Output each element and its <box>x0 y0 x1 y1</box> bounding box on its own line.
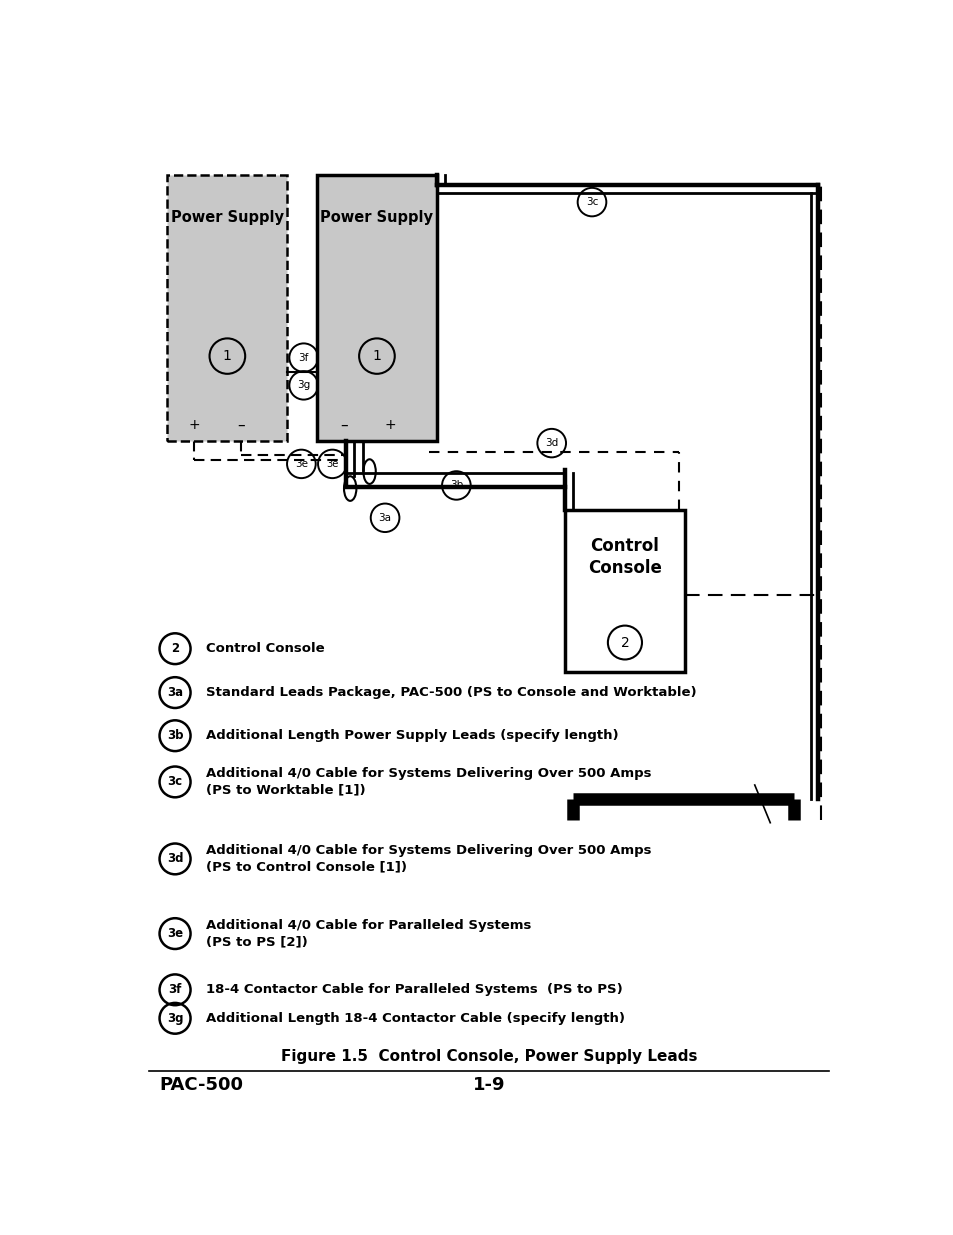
Text: 3c: 3c <box>585 198 598 207</box>
Text: Additional 4/0 Cable for Systems Delivering Over 500 Amps
(PS to Worktable [1]): Additional 4/0 Cable for Systems Deliver… <box>206 767 651 797</box>
Text: Standard Leads Package, PAC-500 (PS to Console and Worktable): Standard Leads Package, PAC-500 (PS to C… <box>206 687 696 699</box>
Text: 3e: 3e <box>167 927 183 940</box>
Text: 3e: 3e <box>326 459 338 469</box>
Text: 2: 2 <box>171 642 179 656</box>
Bar <box>167 175 287 441</box>
Text: Additional 4/0 Cable for Paralleled Systems
(PS to PS [2]): Additional 4/0 Cable for Paralleled Syst… <box>206 919 531 948</box>
Text: Additional Length Power Supply Leads (specify length): Additional Length Power Supply Leads (sp… <box>206 729 618 742</box>
Text: 3a: 3a <box>167 687 183 699</box>
Text: 3b: 3b <box>167 729 183 742</box>
Text: 3d: 3d <box>167 852 183 866</box>
Bar <box>564 510 684 672</box>
Text: 3f: 3f <box>168 983 182 997</box>
Text: 2: 2 <box>619 636 629 650</box>
Text: Additional Length 18-4 Contactor Cable (specify length): Additional Length 18-4 Contactor Cable (… <box>206 1011 624 1025</box>
Text: 3f: 3f <box>298 353 309 363</box>
Text: –: – <box>237 417 245 433</box>
Text: 18-4 Contactor Cable for Paralleled Systems  (PS to PS): 18-4 Contactor Cable for Paralleled Syst… <box>206 983 622 997</box>
Text: Additional 4/0 Cable for Systems Delivering Over 500 Amps
(PS to Control Console: Additional 4/0 Cable for Systems Deliver… <box>206 845 651 873</box>
Text: 3g: 3g <box>167 1011 183 1025</box>
Text: +: + <box>384 419 395 432</box>
Text: Figure 1.5  Control Console, Power Supply Leads: Figure 1.5 Control Console, Power Supply… <box>280 1050 697 1065</box>
Text: 1: 1 <box>223 350 232 363</box>
Text: +: + <box>189 419 200 432</box>
Text: PAC-500: PAC-500 <box>159 1076 243 1094</box>
Text: Power Supply: Power Supply <box>320 210 433 225</box>
Text: Control
Console: Control Console <box>587 537 661 577</box>
Text: 3e: 3e <box>294 459 308 469</box>
Text: Control Console: Control Console <box>206 642 324 656</box>
Text: –: – <box>340 417 348 433</box>
Text: 1: 1 <box>372 350 381 363</box>
Text: 3g: 3g <box>296 380 310 390</box>
Bar <box>316 175 436 441</box>
Text: 3b: 3b <box>449 480 462 490</box>
Text: 3c: 3c <box>168 776 182 788</box>
Text: 1-9: 1-9 <box>472 1076 505 1094</box>
Text: Power Supply: Power Supply <box>171 210 284 225</box>
Text: 3a: 3a <box>378 513 391 522</box>
Text: 3d: 3d <box>544 438 558 448</box>
